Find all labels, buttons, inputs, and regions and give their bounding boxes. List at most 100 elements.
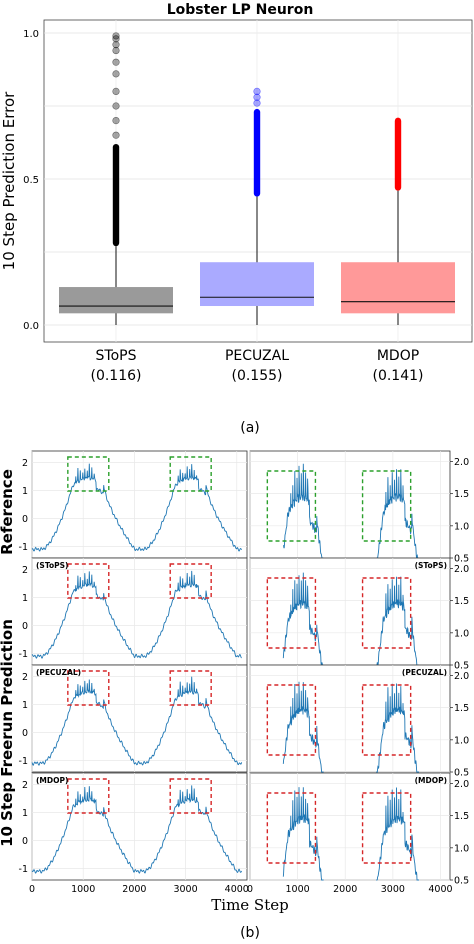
x-tick-sublabel: (0.116) xyxy=(90,368,141,384)
zoom-highlight-box xyxy=(266,684,317,756)
zoom-highlight-box xyxy=(361,577,412,649)
zoom-highlight-box xyxy=(266,792,317,864)
y-tick-label: 0.0 xyxy=(23,321,39,332)
left-x-tick-label: 3000 xyxy=(173,884,197,895)
left-subplot-frame xyxy=(31,772,248,881)
left-y-tick-label: 1 xyxy=(22,593,28,604)
right-y-tick-label: 1.0 xyxy=(454,521,469,532)
y-tick-label: 1.0 xyxy=(23,29,39,40)
zoom-timeseries-line xyxy=(282,572,419,667)
left-y-tick-label: 2 xyxy=(22,458,28,469)
right-y-tick-label: 2.0 xyxy=(454,564,469,575)
left-subplot-frame xyxy=(31,450,248,559)
outlier-point xyxy=(253,93,261,101)
outlier-point xyxy=(112,87,120,95)
right-y-tick-label: 0.5 xyxy=(454,768,469,779)
outlier-point xyxy=(253,99,261,107)
left-y-tick-label: 1 xyxy=(22,486,28,497)
zoom-highlight-box xyxy=(266,470,317,542)
outlier-point xyxy=(112,131,120,139)
left-x-tick-label: 2000 xyxy=(122,884,146,895)
row-label-freerun: 10 Step Freerun Prediction xyxy=(0,619,16,847)
zoom-timeseries-line xyxy=(282,787,419,881)
right-x-tick-label: 2000 xyxy=(333,884,357,895)
left-y-tick-label: -1 xyxy=(19,756,28,767)
right-y-tick-label: 0.5 xyxy=(454,876,469,887)
left-y-tick-label: 0 xyxy=(22,621,28,632)
right-y-tick-label: 1.5 xyxy=(454,489,469,500)
boxplot-panel: Lobster LP Neuron 0.0 0.5 1.0 SToPS (0.116)… xyxy=(0,2,473,436)
outlier-point xyxy=(112,58,120,66)
boxplot-boxes xyxy=(59,32,455,325)
x-tick-label: MDOP xyxy=(377,348,419,364)
right-y-tick-label: 1.0 xyxy=(454,735,469,746)
outlier-point xyxy=(112,41,120,49)
right-x-tick-label: 4000 xyxy=(428,884,452,895)
highlight-box xyxy=(169,456,212,492)
row-label-reference: Reference xyxy=(0,469,16,555)
left-y-tick-label: -1 xyxy=(19,649,28,660)
timeseries-panel: -10120.51.01.52.0-10120.51.01.52.0(SToPS… xyxy=(0,450,469,941)
highlight-box xyxy=(67,563,110,599)
outlier-point xyxy=(253,87,261,95)
outlier-cluster xyxy=(112,143,120,247)
row-tag: (PECUZAL) xyxy=(36,668,81,677)
left-y-tick-label: 1 xyxy=(22,808,28,819)
right-y-tick-label: 1.5 xyxy=(454,703,469,714)
row-tag: (PECUZAL) xyxy=(402,668,447,677)
highlight-box xyxy=(67,670,110,706)
left-y-tick-label: 2 xyxy=(22,780,28,791)
x-tick-label: SToPS xyxy=(96,348,137,364)
right-y-tick-label: 1.5 xyxy=(454,596,469,607)
left-y-tick-label: 2 xyxy=(22,672,28,683)
right-subplot-frame xyxy=(249,772,451,881)
boxplot-x-ticks: SToPS (0.116) PECUZAL (0.155) MDOP (0.141) xyxy=(90,348,423,384)
row-tag: (MDOP) xyxy=(415,776,447,785)
outlier-point xyxy=(112,46,120,55)
x-tick-label: PECUZAL xyxy=(225,348,289,364)
row-tag: (MDOP) xyxy=(36,776,68,785)
left-x-tick-label: 1000 xyxy=(71,884,95,895)
right-y-tick-label: 2.0 xyxy=(454,779,469,790)
right-y-tick-label: 1.0 xyxy=(454,843,469,854)
panel-label-a: (a) xyxy=(240,420,260,436)
right-y-tick-label: 0.5 xyxy=(454,554,469,565)
right-subplot-frame xyxy=(249,557,451,666)
outlier-point xyxy=(112,70,120,78)
right-x-tick-label: 3000 xyxy=(381,884,405,895)
outlier-cluster xyxy=(394,117,402,191)
timeseries-grid: -10120.51.01.52.0-10120.51.01.52.0(SToPS… xyxy=(19,450,469,895)
row-tag: (SToPS) xyxy=(36,561,68,570)
right-y-tick-label: 2.0 xyxy=(454,457,469,468)
left-y-tick-label: 1 xyxy=(22,700,28,711)
box-pecuzal xyxy=(200,262,314,307)
right-y-tick-label: 1.5 xyxy=(454,811,469,822)
left-y-tick-label: 0 xyxy=(22,514,28,525)
left-y-tick-label: 2 xyxy=(22,565,28,576)
outlier-point xyxy=(112,102,120,110)
highlight-box xyxy=(67,456,110,492)
left-y-tick-label: 0 xyxy=(22,728,28,739)
box-mdop xyxy=(341,262,455,314)
row-tag: (SToPS) xyxy=(415,561,447,570)
zoom-highlight-box xyxy=(361,470,412,542)
left-x-tick-label: 0 xyxy=(29,884,35,895)
right-subplot-frame xyxy=(249,664,451,773)
outlier-point xyxy=(112,35,120,43)
left-x-tick-label: 4000 xyxy=(225,884,249,895)
highlight-box xyxy=(67,778,110,814)
left-y-tick-label: -1 xyxy=(19,542,28,553)
outlier-point xyxy=(112,32,120,40)
zoom-highlight-box xyxy=(266,577,317,649)
x-tick-sublabel: (0.141) xyxy=(372,368,423,384)
right-y-tick-label: 0.5 xyxy=(454,661,469,672)
timeseries-x-label: Time Step xyxy=(211,896,288,914)
highlight-box xyxy=(169,670,212,706)
outlier-cluster xyxy=(253,108,261,197)
boxplot-y-label: 10 Step Prediction Error xyxy=(0,91,18,270)
panel-label-b: (b) xyxy=(240,925,260,941)
left-y-tick-label: 0 xyxy=(22,836,28,847)
left-y-tick-label: -1 xyxy=(19,864,28,875)
timeseries-line xyxy=(31,676,243,766)
right-y-tick-label: 1.0 xyxy=(454,628,469,639)
